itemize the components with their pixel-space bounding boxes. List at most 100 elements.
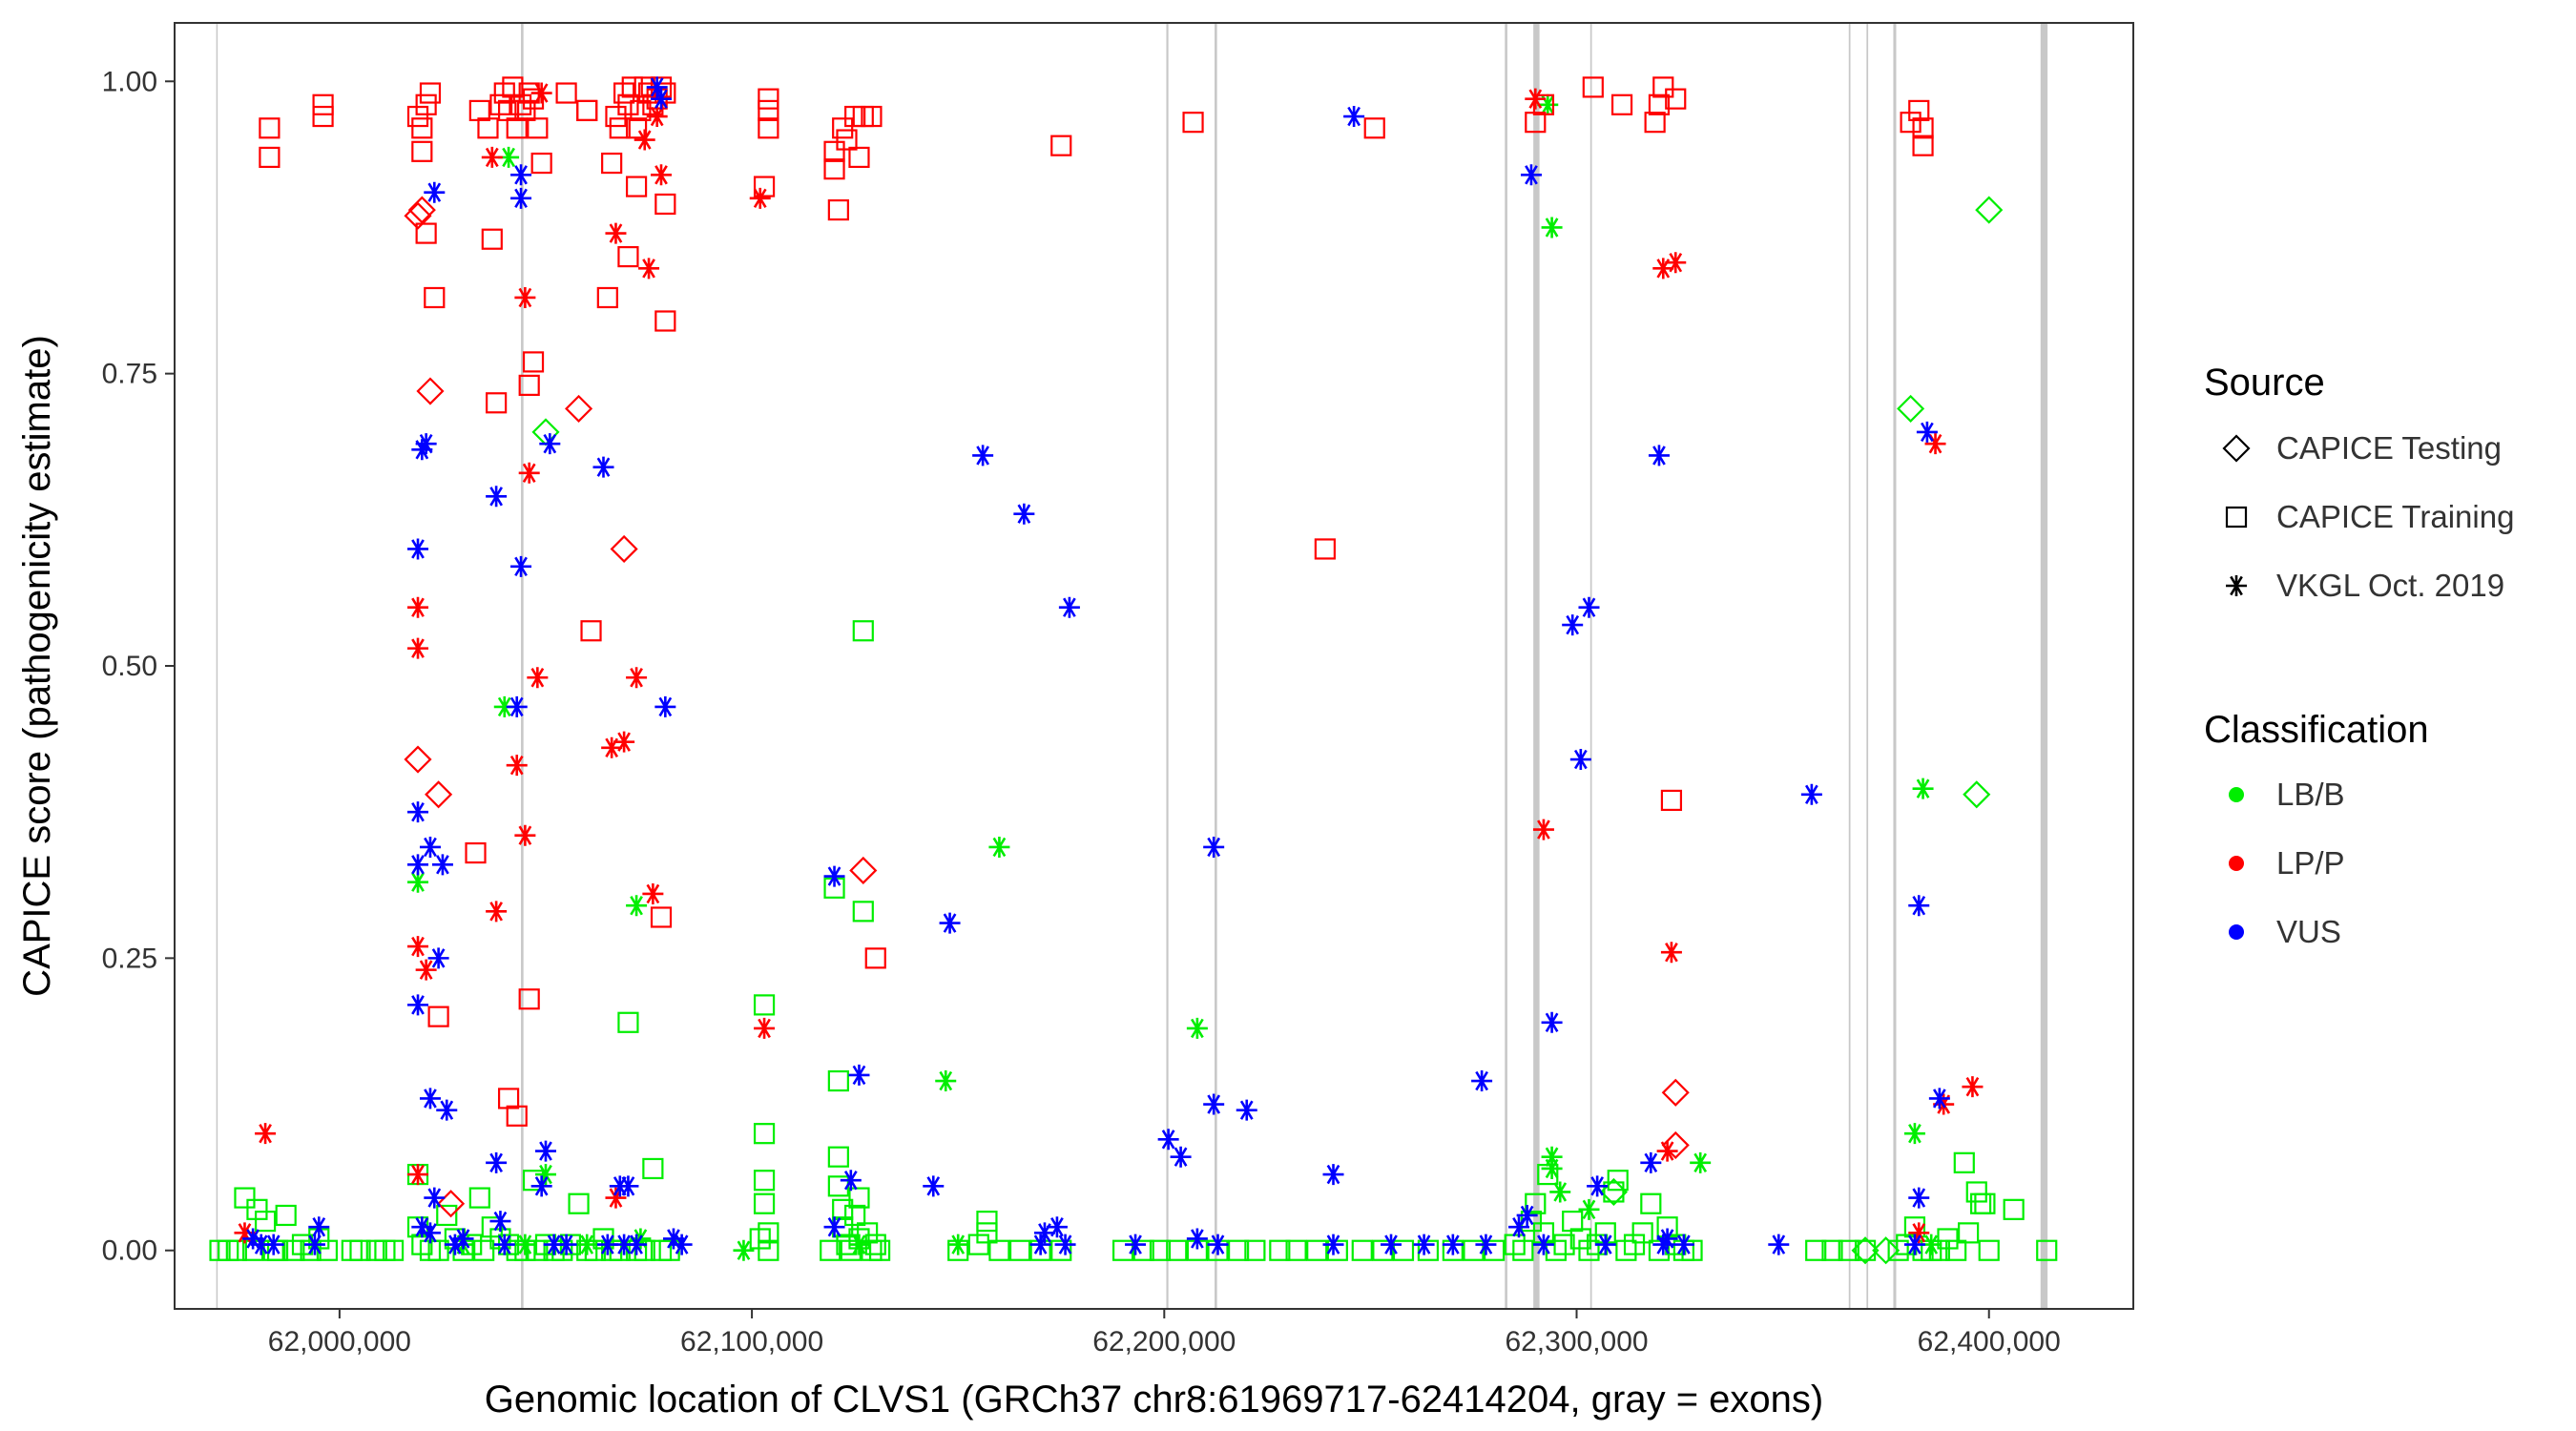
data-point [497, 1088, 520, 1110]
data-point [1363, 117, 1385, 139]
data-point [596, 1234, 618, 1255]
legend-source-label: VKGL Oct. 2019 [2276, 568, 2504, 603]
data-point [518, 374, 540, 396]
data-point [1285, 1239, 1307, 1261]
data-point [416, 377, 445, 405]
data-point [1186, 1017, 1208, 1039]
data-point [1525, 88, 1547, 110]
data-point [1800, 783, 1822, 805]
data-point [407, 538, 429, 560]
data-point [514, 286, 536, 308]
data-point [601, 736, 623, 758]
data-point [1351, 1239, 1373, 1261]
data-point [868, 1239, 891, 1261]
data-point [613, 731, 635, 753]
data-point [654, 193, 676, 216]
data-point [506, 695, 528, 717]
data-point [530, 152, 552, 175]
legend-class-label: LB/B [2276, 777, 2345, 812]
data-point [1945, 1239, 1967, 1261]
data-point [1343, 106, 1365, 128]
data-point [613, 1234, 635, 1255]
data-point [539, 433, 561, 455]
data-point [568, 1192, 590, 1214]
data-point [1912, 117, 1934, 139]
data-point [275, 1204, 297, 1227]
data-point [1974, 1192, 1996, 1214]
data-point [498, 146, 520, 168]
data-point [613, 82, 635, 104]
data-point [1640, 1192, 1662, 1214]
data-point [1582, 76, 1604, 98]
data-point [988, 1239, 1010, 1261]
data-point [1541, 1146, 1563, 1168]
data-point [465, 841, 487, 864]
data-point [486, 901, 508, 923]
data-point [506, 755, 528, 777]
data-point [300, 1239, 322, 1261]
data-point [1900, 112, 1922, 134]
data-point [1322, 1164, 1344, 1186]
data-point [1532, 93, 1555, 115]
data-point [502, 76, 524, 98]
data-point [411, 117, 433, 139]
data-point [246, 1198, 268, 1220]
data-point [1872, 1236, 1901, 1265]
data-point [1903, 1123, 1925, 1145]
data-point [1648, 445, 1670, 467]
exon-band [1166, 23, 1169, 1309]
data-point [642, 1157, 664, 1180]
data-point [234, 1187, 256, 1209]
data-point [406, 105, 429, 128]
data-point [625, 176, 648, 197]
data-point [642, 882, 664, 904]
data-point [481, 1216, 503, 1238]
data-point [1516, 1204, 1538, 1226]
data-point [407, 801, 429, 823]
data-point [425, 780, 453, 809]
data-point [404, 745, 432, 774]
data-point [840, 1239, 862, 1261]
data-point [1631, 1222, 1653, 1244]
data-point [1471, 1070, 1493, 1092]
data-point [514, 99, 536, 122]
data-point [1652, 258, 1674, 280]
data-point [621, 76, 643, 98]
data-point [592, 1228, 614, 1250]
y-tick-label: 0.50 [102, 651, 157, 682]
legend-classification-items: LB/B LP/P VUS [2229, 777, 2345, 949]
data-point [312, 105, 334, 128]
data-point [1656, 1140, 1678, 1162]
data-point [605, 105, 627, 128]
data-point [424, 286, 446, 309]
data-point [1203, 1093, 1225, 1115]
data-point [1607, 1170, 1629, 1192]
data-point [605, 1187, 627, 1209]
data-point [419, 836, 441, 858]
data-point [654, 310, 676, 332]
data-point [1525, 1192, 1547, 1214]
data-point [1623, 1234, 1646, 1255]
data-point [262, 1234, 284, 1255]
data-point [234, 1222, 256, 1244]
data-point [988, 836, 1010, 858]
data-point [506, 117, 528, 139]
data-point [1978, 1239, 2000, 1261]
legend-source-label: CAPICE Training [2276, 499, 2514, 534]
data-point [486, 1151, 508, 1173]
data-point [415, 222, 437, 244]
data-point [852, 901, 874, 923]
data-point [452, 1228, 474, 1250]
x-axis: 62,000,000 62,100,000 62,200,000 62,300,000… [268, 1309, 2061, 1358]
data-point [646, 76, 668, 98]
data-point [625, 117, 648, 139]
data-point [1928, 1239, 1950, 1261]
data-point [753, 1123, 776, 1145]
data-point [424, 181, 446, 203]
data-point [1908, 1222, 1930, 1244]
data-point [823, 140, 845, 162]
data-point [848, 146, 870, 169]
data-point [407, 871, 429, 893]
data-point [1314, 538, 1336, 560]
data-point [1326, 1239, 1348, 1261]
